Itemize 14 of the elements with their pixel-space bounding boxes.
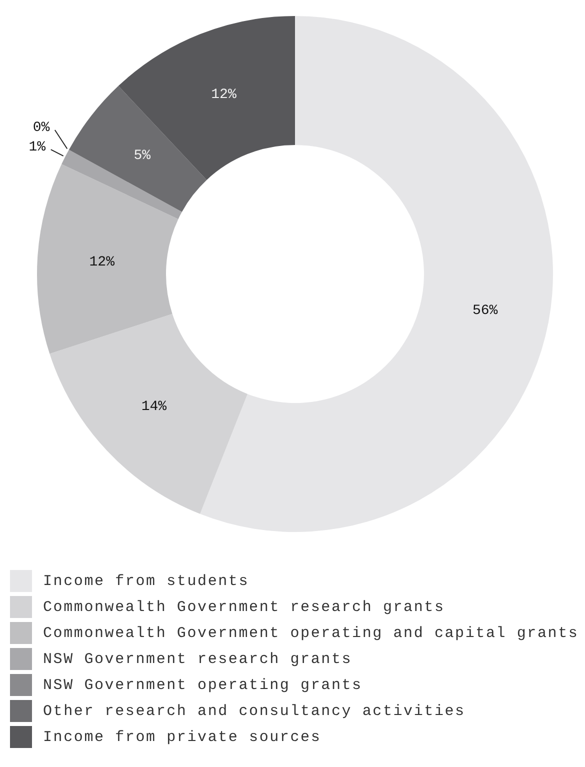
data-label: 5% [134, 148, 152, 164]
data-label: 14% [141, 399, 168, 416]
legend-label: Income from private sources [43, 728, 322, 746]
text: 0% [32, 120, 50, 136]
legend-label: Commonwealth Government research grants [43, 598, 445, 616]
legend-label: NSW Government research grants [43, 650, 352, 668]
legend-label: Other research and consultancy activities [43, 702, 466, 720]
data-label: 12% [211, 86, 237, 103]
legend-label: Income from students [43, 572, 250, 590]
legend-label: NSW Government operating grants [43, 676, 362, 694]
legend-label: Commonwealth Government operating and capital grants [43, 624, 579, 642]
data-label: 56% [472, 302, 498, 319]
data-label: 12% [89, 254, 116, 271]
data-label: 1% [28, 140, 46, 156]
